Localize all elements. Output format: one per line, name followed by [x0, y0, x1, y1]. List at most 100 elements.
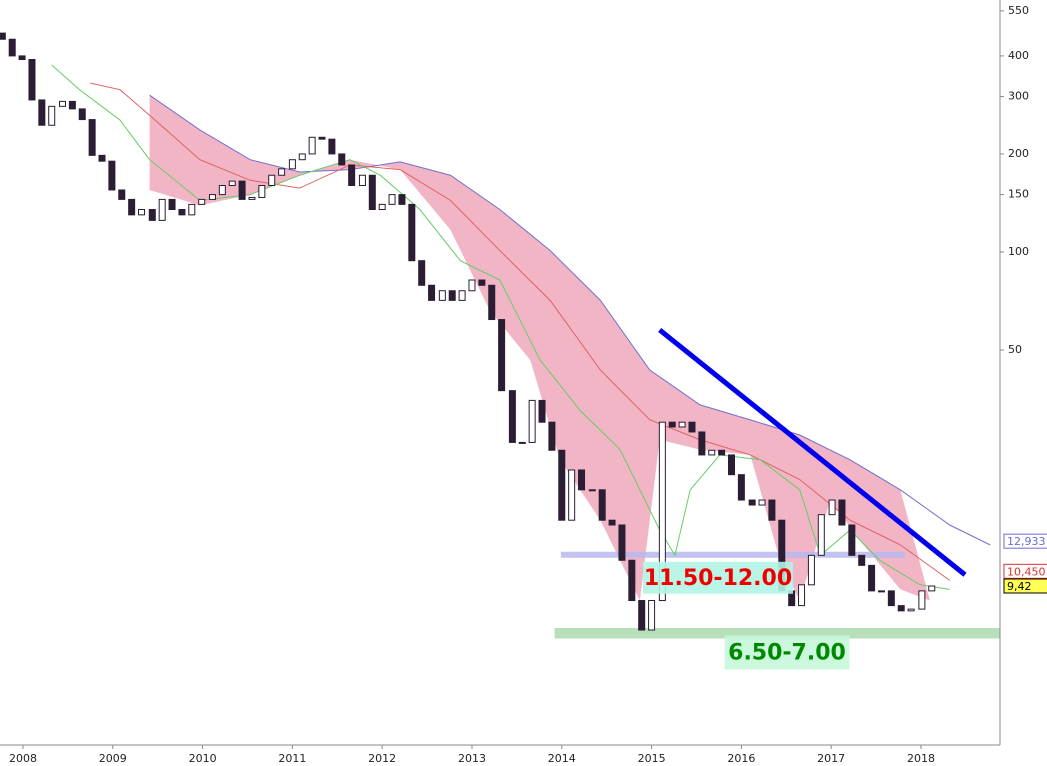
candle-body	[488, 284, 496, 321]
candle-body	[638, 600, 646, 631]
x-tick-label: 2015	[638, 752, 666, 765]
candle-body	[128, 198, 136, 216]
candle-body	[158, 198, 166, 221]
candle-body	[328, 138, 336, 155]
price-tag: 10,450	[1003, 563, 1047, 579]
candle-body	[298, 153, 306, 161]
candle-body	[737, 474, 745, 501]
price-tag-label: 10,450	[1007, 565, 1046, 578]
candle-body	[38, 99, 46, 126]
candle-body	[428, 284, 436, 301]
candle-body	[278, 168, 286, 176]
candle-body	[798, 584, 806, 607]
candle-body	[598, 489, 606, 521]
candle-body	[78, 108, 86, 121]
candle-body	[288, 159, 296, 170]
candle-body	[108, 160, 116, 191]
candle-body	[258, 184, 266, 198]
x-tick-label: 2018	[907, 752, 935, 765]
candle-body	[518, 441, 526, 444]
candle-body	[848, 524, 856, 556]
x-tick-label: 2017	[817, 752, 845, 765]
candle-body	[98, 154, 106, 162]
candle-body	[248, 196, 256, 200]
y-tick-label: 400	[1008, 49, 1029, 62]
y-tick-label: 550	[1008, 4, 1029, 17]
candle-body	[838, 499, 846, 526]
candle-body	[628, 559, 636, 602]
candle-body	[308, 136, 316, 155]
ma-line	[51, 64, 950, 590]
y-tick-label: 200	[1008, 147, 1029, 160]
x-tick-label: 2016	[727, 752, 755, 765]
price-tag: 12,933	[1003, 533, 1047, 549]
ma-line	[90, 82, 951, 581]
x-tick-label: 2012	[368, 752, 396, 765]
candle-body	[868, 564, 876, 592]
candle-body	[758, 499, 766, 506]
candle-body	[478, 279, 486, 286]
candle-body	[358, 174, 366, 186]
x-tick-label: 2011	[278, 752, 306, 765]
candle-body	[68, 100, 76, 110]
candle-body	[18, 55, 26, 60]
candle-body	[8, 38, 16, 57]
candle-body	[388, 194, 396, 205]
candle-body	[648, 600, 656, 631]
candle-body	[558, 449, 566, 521]
candle-body	[348, 164, 356, 186]
candle-body	[438, 290, 446, 301]
ma-line	[149, 94, 991, 546]
candle-body	[378, 203, 386, 211]
zone-band	[560, 551, 905, 558]
candle-body	[877, 590, 885, 593]
candle-body	[887, 590, 895, 607]
price-tag-box	[1003, 533, 1047, 549]
candle-body	[508, 390, 516, 443]
candle-body	[698, 431, 706, 456]
zone-label: 6.50-7.00	[728, 640, 846, 665]
candle-body	[398, 194, 406, 205]
price-tag-label: 9,42	[1007, 580, 1032, 593]
y-tick-label: 50	[1008, 343, 1022, 356]
candle-body	[718, 449, 726, 456]
candle-body	[88, 119, 96, 156]
candle-body	[118, 189, 126, 200]
candle-body	[918, 590, 926, 610]
candle-body	[858, 554, 866, 566]
candle-body	[198, 198, 206, 205]
candle-body	[807, 554, 815, 586]
candle-body	[408, 203, 416, 262]
x-tick-label: 2014	[548, 752, 576, 765]
candle-body	[218, 184, 226, 196]
candle-body	[578, 469, 586, 491]
candle-body	[658, 421, 666, 602]
candle-body	[368, 174, 376, 211]
x-tick-label: 2009	[99, 752, 127, 765]
candle-body	[768, 499, 776, 521]
channel-fill	[149, 95, 930, 601]
candle-body	[548, 421, 556, 451]
x-tick-label: 2008	[9, 752, 37, 765]
candle-body	[928, 585, 936, 592]
zone-label-bg	[724, 635, 850, 670]
candle-body	[59, 100, 66, 107]
candle-body	[907, 608, 915, 612]
candle-body	[48, 105, 56, 126]
zone-band	[554, 627, 1000, 639]
candle-body	[448, 290, 456, 301]
candle-body	[28, 58, 36, 101]
candle-body	[188, 203, 196, 216]
candle-body	[748, 499, 756, 506]
candle-body	[0, 32, 6, 40]
candle-body	[668, 421, 676, 428]
candle-body	[418, 260, 426, 286]
candle-body	[828, 499, 836, 516]
candle-body	[498, 319, 506, 392]
trend-line	[658, 328, 967, 577]
candle-body	[178, 209, 186, 216]
candle-body	[708, 449, 716, 456]
price-tag-label: 12,933	[1007, 535, 1046, 548]
candle-body	[568, 469, 576, 521]
